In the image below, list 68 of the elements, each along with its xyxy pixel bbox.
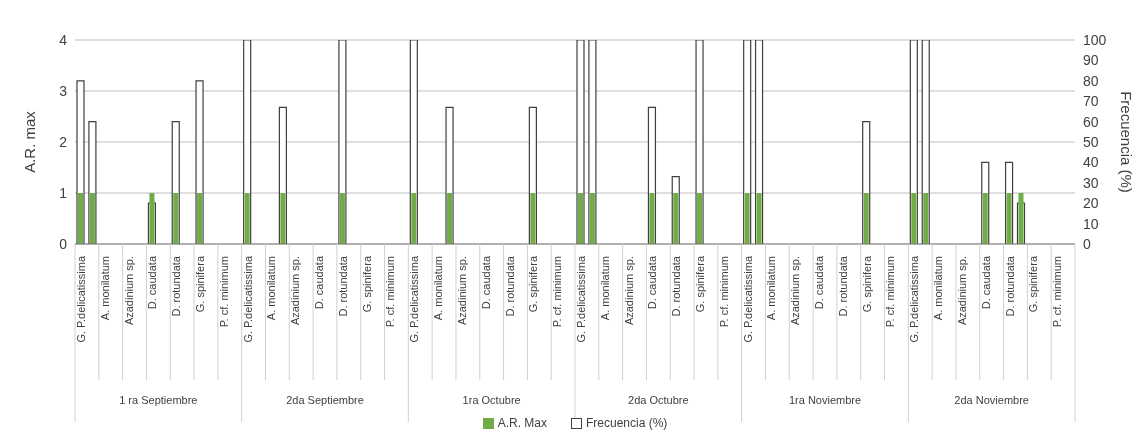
y-tick-label: 2: [59, 133, 68, 150]
x-tick-label: Azadinium sp.: [289, 256, 302, 326]
text: 1ra Noviembre: [788, 394, 862, 406]
x-tick-label: G. spinifera: [360, 255, 373, 313]
x-tick-label: A. monilatum: [932, 256, 945, 321]
y2-tick-label: 100: [1083, 31, 1107, 48]
legend-label: Frecuencia (%): [585, 416, 668, 430]
x-tick-label: G. spinifera: [527, 255, 540, 313]
y-tick-label: 0: [59, 235, 68, 252]
x-tick-label: D. rotundata: [503, 255, 516, 317]
x-tick-label: D. rotundata: [170, 255, 183, 317]
y-tick-label: 1: [59, 184, 68, 201]
text: 2da Octubre: [628, 394, 689, 406]
x-tick-label: Azadinium sp.: [622, 256, 635, 326]
y2-tick-label: 10: [1083, 215, 1099, 232]
x-tick-label: A. monilatum: [598, 256, 611, 321]
x-tick-label: P. cf. minimum: [884, 256, 897, 328]
y2-tick-label: 60: [1083, 113, 1099, 130]
x-tick-label: P. cf. minimum: [717, 256, 730, 328]
x-tick-label: D. caudata: [313, 255, 326, 310]
x-tick-label: A. monilatum: [765, 256, 778, 321]
y-tick-label: 4: [59, 31, 68, 48]
x-tick-label: G. spinifera: [1027, 255, 1040, 313]
x-tick-label: D. rotundata: [670, 255, 683, 317]
x-tick-label: D. caudata: [979, 255, 992, 310]
x-tick-label: P. cf. minimum: [1051, 256, 1064, 328]
x-tick-label: A. monilatum: [265, 256, 278, 321]
text: 1ra Octubre: [462, 394, 521, 406]
y2-tick-label: 0: [1083, 235, 1091, 252]
y2-tick-label: 50: [1083, 133, 1099, 150]
x-tick-label: G. spinifera: [694, 255, 706, 313]
x-tick-label: D. caudata: [646, 255, 659, 310]
x-tick-label: D. caudata: [813, 255, 826, 310]
x-tick-label: D. rotundata: [1003, 255, 1016, 317]
x-tick-label: G. P.delicatissima: [74, 255, 87, 343]
y-axis-title: A.R. max: [21, 110, 39, 173]
legend-label: A.R. Max: [496, 416, 547, 430]
x-tick-label: Azadinium sp.: [122, 256, 135, 326]
x-tick-label: G. P.delicatissima: [908, 255, 921, 343]
x-tick-label: G. P.delicatissima: [741, 255, 754, 343]
x-tick-label: G. P.delicatissima: [574, 255, 587, 343]
y2-tick-label: 40: [1083, 154, 1099, 171]
x-tick-label: P. cf. minimum: [384, 256, 397, 328]
x-tick-label: D. caudata: [146, 255, 159, 310]
y2-tick-label: 90: [1083, 52, 1099, 69]
x-tick-label: P. cf. minimum: [217, 256, 230, 328]
x-tick-label: Azadinium sp.: [955, 256, 968, 326]
x-tick-label: D. caudata: [479, 255, 492, 310]
x-tick-label: G. spinifera: [860, 255, 873, 313]
text: 1 ra Septiembre: [119, 394, 198, 406]
text: 2da Septiembre: [286, 394, 364, 406]
x-tick-label: Azadinium sp.: [789, 256, 802, 326]
y2-tick-label: 30: [1083, 174, 1099, 191]
x-tick-label: Azadinium sp.: [455, 256, 468, 326]
y2-tick-label: 70: [1083, 93, 1099, 110]
x-tick-label: G. P.delicatissima: [241, 255, 254, 343]
y2-axis-title: Frecuencia (%): [1117, 91, 1135, 193]
x-tick-label: A. monilatum: [432, 256, 445, 321]
x-tick-label: D. rotundata: [336, 255, 349, 317]
y-tick-label: 3: [59, 82, 68, 99]
x-tick-label: A. monilatum: [98, 256, 111, 321]
x-tick-label: G. P.delicatissima: [408, 255, 421, 343]
y2-tick-label: 20: [1083, 195, 1099, 212]
x-tick-label: G. spinifera: [194, 255, 206, 313]
y2-tick-label: 80: [1083, 72, 1099, 89]
text: 2da Noviembre: [954, 394, 1029, 406]
x-tick-label: D. rotundata: [836, 255, 849, 317]
x-tick-label: P. cf. minimum: [551, 256, 564, 328]
